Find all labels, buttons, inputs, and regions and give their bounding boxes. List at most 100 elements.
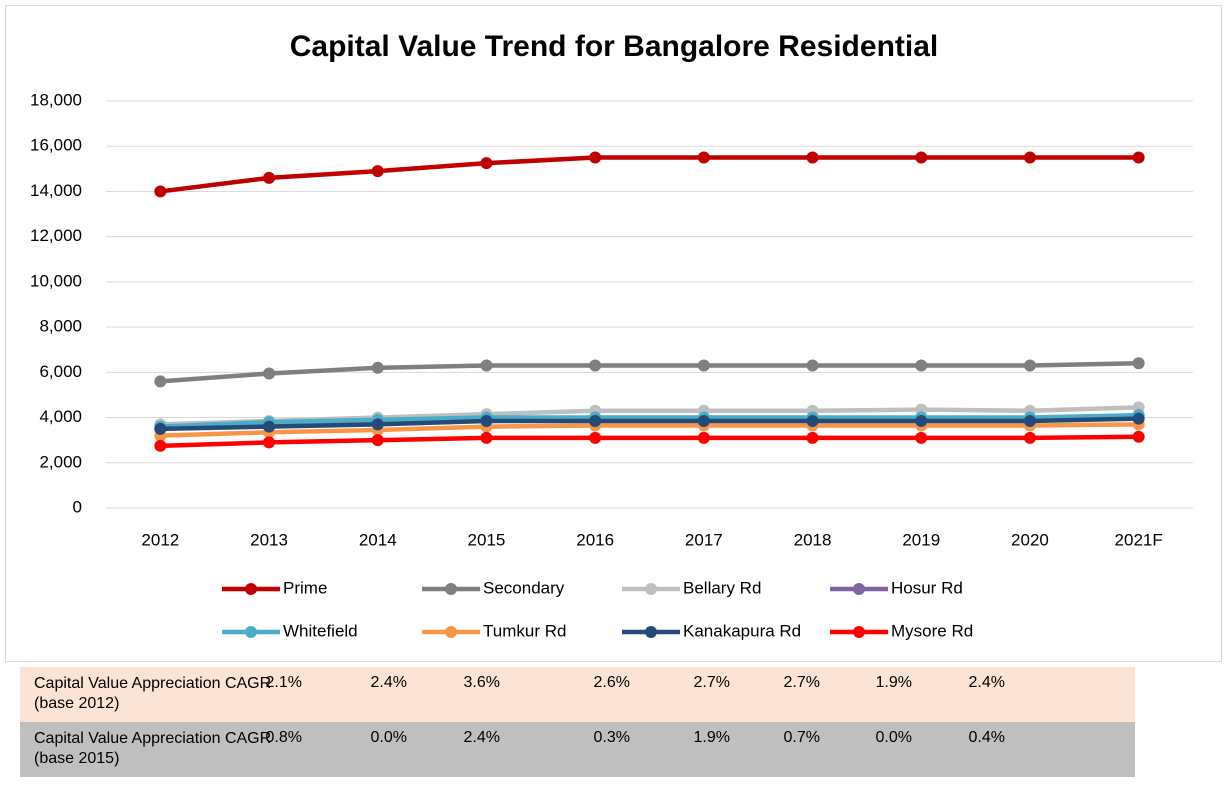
marker	[263, 436, 276, 449]
marker	[1023, 431, 1036, 444]
x-tick-label: 2020	[1011, 530, 1049, 549]
marker	[1132, 151, 1145, 164]
cell: 0.8%	[265, 729, 302, 746]
marker	[154, 439, 167, 452]
cell: 0.0%	[875, 729, 912, 746]
x-tick-label: 2014	[359, 530, 397, 549]
x-tick-label: 2019	[902, 530, 940, 549]
row-label: Capital Value Appreciation CAGR (base 20…	[34, 675, 272, 712]
cell: 3.6%	[463, 674, 500, 691]
marker	[154, 375, 167, 388]
cell: 1.9%	[875, 674, 912, 691]
marker	[1023, 359, 1036, 372]
cell: 2.4%	[463, 729, 500, 746]
legend-marker	[645, 626, 657, 638]
marker	[589, 431, 602, 444]
x-tick-label: 2018	[794, 530, 832, 549]
chart-title: Capital Value Trend for Bangalore Reside…	[290, 30, 939, 63]
marker	[915, 431, 928, 444]
x-tick-label: 2021F	[1115, 530, 1163, 549]
y-tick-label: 8,000	[39, 317, 82, 336]
y-tick-label: 10,000	[30, 271, 82, 290]
cell: 2.7%	[783, 674, 820, 691]
marker	[915, 359, 928, 372]
marker	[263, 420, 276, 433]
line	[160, 413, 1139, 429]
table-row: Capital Value Appreciation CAGR (base 20…	[20, 667, 1135, 722]
marker	[806, 151, 819, 164]
marker	[371, 361, 384, 374]
table-row: Capital Value Appreciation CAGR (base 20…	[20, 722, 1135, 777]
legend-marker	[245, 583, 257, 595]
marker	[589, 151, 602, 164]
marker	[697, 151, 710, 164]
cell: 0.3%	[593, 729, 630, 746]
cell: 2.7%	[693, 674, 730, 691]
legend-marker	[445, 583, 457, 595]
line	[160, 434, 1139, 449]
x-tick-label: 2012	[141, 530, 179, 549]
legend-marker	[645, 583, 657, 595]
legend-marker	[853, 626, 865, 638]
cell: 1.9%	[693, 729, 730, 746]
x-tick-label: 2016	[576, 530, 614, 549]
legend-label: Secondary	[483, 578, 565, 597]
y-tick-label: 4,000	[39, 407, 82, 426]
y-tick-label: 18,000	[30, 90, 82, 109]
legend-label: Mysore Rd	[891, 621, 973, 640]
legend-label: Whitefield	[283, 621, 358, 640]
y-tick-label: 12,000	[30, 226, 82, 245]
marker	[1132, 357, 1145, 370]
marker	[915, 414, 928, 427]
marker	[1023, 414, 1036, 427]
marker	[480, 157, 493, 170]
chart-frame	[5, 5, 1222, 662]
x-tick-label: 2015	[468, 530, 506, 549]
marker	[154, 422, 167, 435]
legend-label: Hosur Rd	[891, 578, 963, 597]
y-tick-label: 14,000	[30, 181, 82, 200]
marker	[371, 418, 384, 431]
marker	[806, 431, 819, 444]
row-label: Capital Value Appreciation CAGR (base 20…	[34, 730, 272, 767]
legend-marker	[853, 583, 865, 595]
marker	[480, 431, 493, 444]
marker	[697, 359, 710, 372]
legend-label: Tumkur Rd	[483, 621, 566, 640]
cell: 2.6%	[593, 674, 630, 691]
x-tick-label: 2017	[685, 530, 723, 549]
marker	[806, 359, 819, 372]
cell: 2.1%	[265, 674, 302, 691]
line	[160, 416, 1139, 432]
line	[160, 155, 1139, 194]
marker	[480, 359, 493, 372]
legend-label: Prime	[283, 578, 327, 597]
legend-marker	[445, 626, 457, 638]
marker	[697, 414, 710, 427]
cell: 0.7%	[783, 729, 820, 746]
cell: 2.4%	[370, 674, 407, 691]
cell: 2.4%	[968, 674, 1005, 691]
chart: Capital Value Trend for Bangalore Reside…	[5, 5, 1222, 662]
marker	[263, 367, 276, 380]
y-tick-label: 6,000	[39, 362, 82, 381]
y-tick-label: 0	[73, 497, 82, 516]
y-tick-label: 2,000	[39, 452, 82, 471]
marker	[371, 434, 384, 447]
marker	[806, 414, 819, 427]
marker	[154, 185, 167, 198]
marker	[263, 171, 276, 184]
legend-marker	[245, 626, 257, 638]
marker	[371, 165, 384, 178]
cell: 0.4%	[968, 729, 1005, 746]
marker	[697, 431, 710, 444]
line	[160, 422, 1139, 438]
cell: 0.0%	[370, 729, 407, 746]
marker	[589, 359, 602, 372]
marker	[1132, 430, 1145, 443]
legend-label: Kanakapura Rd	[683, 621, 801, 640]
marker	[1023, 151, 1036, 164]
line	[160, 361, 1139, 384]
y-tick-label: 16,000	[30, 136, 82, 155]
